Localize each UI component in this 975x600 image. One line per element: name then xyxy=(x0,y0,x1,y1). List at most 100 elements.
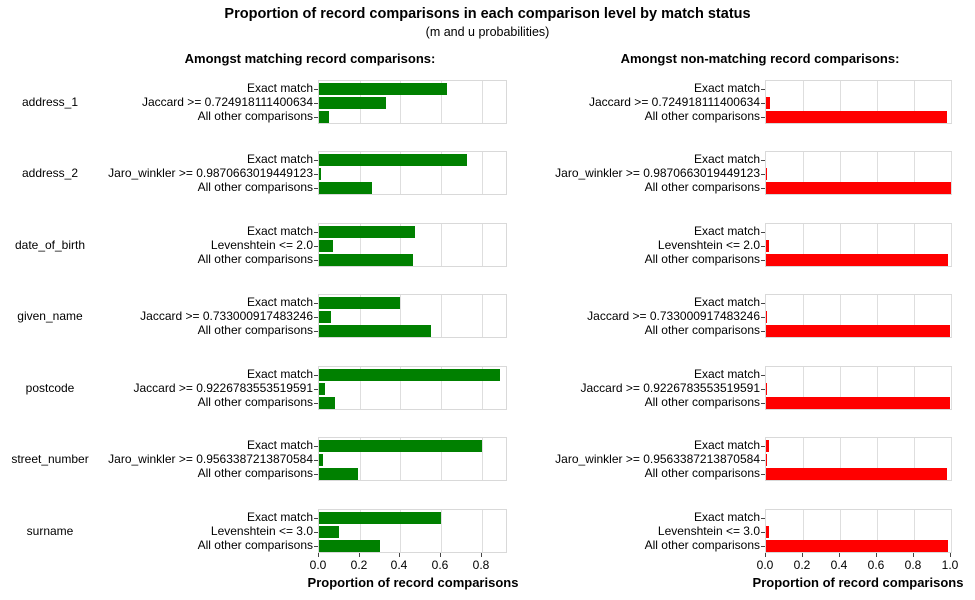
bar-non_matching xyxy=(766,440,769,452)
gridline xyxy=(877,152,878,194)
x-tick-mark xyxy=(359,553,360,557)
plot-panel-non_matching xyxy=(761,151,952,195)
gridline xyxy=(482,438,483,480)
gridline xyxy=(840,295,841,337)
category-label: Exact match xyxy=(246,438,313,452)
gridline xyxy=(877,81,878,123)
x-tick-mark xyxy=(399,553,400,557)
category-tick-mark xyxy=(314,532,318,533)
gridline xyxy=(840,438,841,480)
gridline xyxy=(482,152,483,194)
category-tick-mark xyxy=(314,232,318,233)
bar-matching xyxy=(319,440,482,452)
category-label: Jaro_winkler >= 0.9563387213870584 xyxy=(108,452,313,466)
category-tick-mark xyxy=(314,331,318,332)
bar-non_matching xyxy=(766,240,769,252)
category-label: All other comparisons xyxy=(197,180,313,194)
gridline xyxy=(951,367,952,409)
category-label: All other comparisons xyxy=(644,538,760,552)
x-tick-mark xyxy=(765,553,766,557)
bar-matching xyxy=(319,111,330,123)
category-label: Exact match xyxy=(246,224,313,238)
category-tick-mark xyxy=(761,518,765,519)
category-label: Jaccard >= 0.733000917483246 xyxy=(140,309,313,323)
category-label: All other comparisons xyxy=(644,466,760,480)
x-tick-mark xyxy=(802,553,803,557)
matching-x-axis-title: Proportion of record comparisons xyxy=(307,575,519,590)
category-label: All other comparisons xyxy=(644,252,760,266)
facet-row: address_1 Exact match Jaccard >= 0.7249181… xyxy=(0,80,975,124)
category-label: All other comparisons xyxy=(197,466,313,480)
x-tick-label: 0.4 xyxy=(390,558,408,572)
bar-non_matching xyxy=(766,111,948,123)
plot-panel-non_matching xyxy=(761,294,952,338)
gridline xyxy=(803,152,804,194)
plot-panel-matching xyxy=(314,366,507,410)
gridline xyxy=(951,224,952,266)
gridline xyxy=(400,81,401,123)
bar-matching xyxy=(319,383,326,395)
category-tick-mark xyxy=(314,446,318,447)
bar-matching xyxy=(319,512,441,524)
category-label: Levenshtein <= 3.0 xyxy=(210,524,313,538)
facet-row: street_number Exact match Jaro_winkler >= … xyxy=(0,437,975,481)
bar-non_matching xyxy=(766,311,767,323)
bar-matching xyxy=(319,254,413,266)
gridline xyxy=(482,295,483,337)
category-tick-mark xyxy=(314,460,318,461)
non-matching-x-axis: 0.0 0.2 0.4 0.6 0.8 1.0 xyxy=(757,553,958,575)
x-tick-label: 0.2 xyxy=(793,558,811,572)
category-label: Exact match xyxy=(693,367,760,381)
category-label: Exact match xyxy=(693,152,760,166)
field-label: address_2 xyxy=(21,166,79,180)
category-label: All other comparisons xyxy=(197,538,313,552)
gridline xyxy=(840,81,841,123)
gridline xyxy=(951,438,952,480)
gridline xyxy=(951,152,952,194)
gridline xyxy=(482,510,483,552)
bar-matching xyxy=(319,226,415,238)
chart-subtitle: (m and u probabilities) xyxy=(425,25,550,39)
bar-non_matching xyxy=(766,397,951,409)
x-tick-label: 0.8 xyxy=(472,558,490,572)
x-tick-mark xyxy=(318,553,319,557)
category-tick-mark xyxy=(761,317,765,318)
bar-matching xyxy=(319,397,336,409)
category-tick-mark xyxy=(314,546,318,547)
non-matching-x-axis-title: Proportion of record comparisons xyxy=(752,575,964,590)
x-tick-label: 0.6 xyxy=(431,558,449,572)
plot-panel-non_matching xyxy=(761,80,952,124)
category-label: Exact match xyxy=(246,367,313,381)
category-tick-mark xyxy=(761,331,765,332)
gridline xyxy=(803,295,804,337)
category-label: Exact match xyxy=(693,510,760,524)
facet-row: date_of_birth Exact match Levenshtein <= 2… xyxy=(0,223,975,267)
gridline xyxy=(400,295,401,337)
category-tick-mark xyxy=(314,260,318,261)
gridline xyxy=(441,438,442,480)
gridline xyxy=(914,510,915,552)
bar-non_matching xyxy=(766,325,951,337)
category-tick-mark xyxy=(314,103,318,104)
gridline xyxy=(803,367,804,409)
x-tick-label: 0.8 xyxy=(904,558,922,572)
bar-matching xyxy=(319,83,448,95)
category-label: All other comparisons xyxy=(644,180,760,194)
x-tick-mark xyxy=(876,553,877,557)
category-label: All other comparisons xyxy=(644,395,760,409)
facet-row: address_2 Exact match Jaro_winkler >= 0.98… xyxy=(0,151,975,195)
bar-non_matching xyxy=(766,97,770,109)
category-tick-mark xyxy=(761,375,765,376)
gridline xyxy=(400,510,401,552)
category-label: Exact match xyxy=(246,152,313,166)
bar-non_matching xyxy=(766,540,949,552)
matching-column-header: Amongst matching record comparisons: xyxy=(184,51,436,66)
non-matching-column-header: Amongst non-matching record comparisons: xyxy=(620,51,900,66)
gridline xyxy=(877,224,878,266)
plot-panel-matching xyxy=(314,294,507,338)
gridline xyxy=(360,367,361,409)
category-label: Jaro_winkler >= 0.9563387213870584 xyxy=(555,452,760,466)
gridline xyxy=(482,81,483,123)
category-tick-mark xyxy=(761,174,765,175)
x-tick-label: 1.0 xyxy=(941,558,959,572)
